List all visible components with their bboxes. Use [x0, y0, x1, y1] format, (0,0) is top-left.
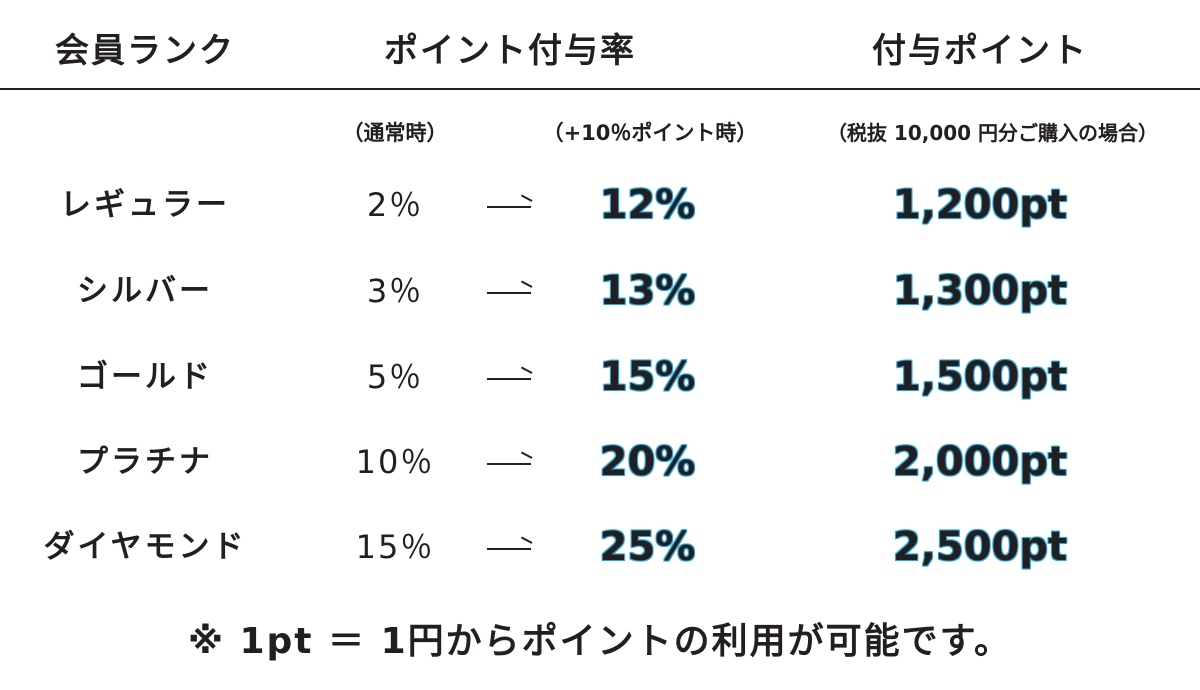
normal-rate: 15％: [355, 528, 435, 566]
rank-label: プラチナ: [77, 444, 213, 480]
arrow-icon: [470, 175, 550, 235]
arrow-icon: [470, 517, 550, 577]
granted-points: 1,500pt: [892, 354, 1068, 400]
header-point-rate: ポイント付与率: [384, 31, 636, 71]
header-divider: [0, 88, 1200, 90]
normal-rate: 2％: [366, 186, 424, 224]
subheader-plus-ten-percent: （+10％ポイント時）: [542, 121, 758, 145]
granted-points: 2,000pt: [892, 439, 1068, 485]
subheader-purchase-note: （税抜 10,000 円分ご購入の場合）: [826, 121, 1159, 145]
rank-label: ゴールド: [77, 359, 213, 395]
footer-note: ※ 1pt ＝ 1円からポイントの利用が可能です。: [187, 621, 1013, 662]
normal-rate: 5％: [366, 358, 424, 396]
boosted-rate: 25%: [599, 524, 696, 570]
normal-rate: 3％: [366, 272, 424, 310]
table-row: シルバー 3％ 13% 1,300pt: [0, 261, 1200, 321]
granted-points: 2,500pt: [892, 524, 1068, 570]
rank-label: シルバー: [77, 273, 213, 309]
table-row: プラチナ 10％ 20% 2,000pt: [0, 432, 1200, 492]
header-member-rank: 会員ランク: [55, 31, 235, 71]
table-row: ダイヤモンド 15％ 25% 2,500pt: [0, 517, 1200, 577]
boosted-rate: 20%: [599, 439, 696, 485]
rank-label: ダイヤモンド: [43, 529, 247, 565]
table-row: ゴールド 5％ 15% 1,500pt: [0, 347, 1200, 407]
boosted-rate: 13%: [599, 268, 696, 314]
normal-rate: 10％: [355, 443, 435, 481]
subheader-normal: （通常時）: [342, 121, 448, 145]
boosted-rate: 12%: [599, 182, 696, 228]
header-granted-points: 付与ポイント: [872, 31, 1088, 71]
arrow-icon: [470, 347, 550, 407]
granted-points: 1,200pt: [892, 182, 1068, 228]
rank-label: レギュラー: [60, 187, 230, 223]
arrow-icon: [470, 261, 550, 321]
table-row: レギュラー 2％ 12% 1,200pt: [0, 175, 1200, 235]
arrow-icon: [470, 432, 550, 492]
granted-points: 1,300pt: [892, 268, 1068, 314]
boosted-rate: 15%: [599, 354, 696, 400]
